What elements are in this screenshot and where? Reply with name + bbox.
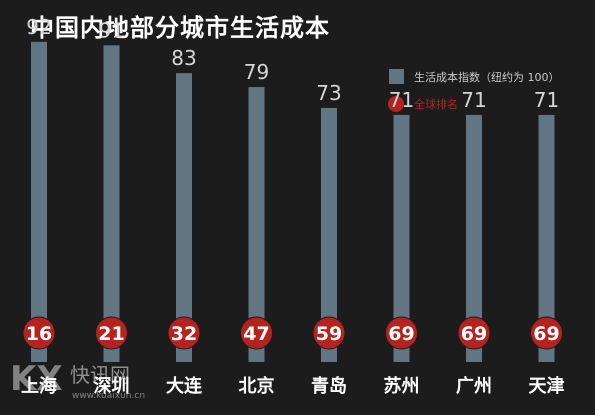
rank-label-7: 69: [533, 323, 559, 345]
x-tick-label-1: 深圳: [94, 375, 130, 397]
bar-1: [103, 45, 120, 362]
value-label-6: 71: [461, 88, 486, 112]
rank-circle-7: [530, 316, 563, 350]
bar-4: [321, 107, 337, 363]
rank-circle-0: [22, 316, 56, 350]
x-tick-label-2: 大连: [166, 375, 203, 397]
rank-circle-5: [385, 316, 418, 350]
x-tick-label-6: 广州: [456, 375, 492, 397]
x-tick-label-0: 上海: [21, 375, 57, 397]
rank-circle-1: [95, 316, 128, 350]
x-tick-label-3: 北京: [239, 375, 275, 397]
bar-7: [538, 114, 555, 362]
rank-markers-group: 16 21 32 47 59 69 69 69: [22, 316, 563, 350]
svg-text:www.kuaixun.cn: www.kuaixun.cn: [72, 391, 145, 401]
legend-label-rank: 全球排名: [414, 97, 458, 111]
value-labels-group: 92 91 83 79 73 71 71 71: [26, 15, 559, 112]
x-tick-label-7: 天津: [529, 375, 565, 397]
rank-circle-6: [457, 316, 491, 350]
rank-label-2: 32: [171, 323, 197, 345]
value-label-0: 92: [26, 15, 51, 39]
bars-group: [31, 41, 555, 363]
bar-2: [176, 73, 192, 362]
chart-legend: 生活成本指数（纽约为 100） 全球排名: [388, 69, 560, 112]
legend-swatch-rank: [388, 96, 404, 112]
kuaixun-logo: KX 快讯网 www.kuaixun.cn: [10, 359, 145, 401]
rank-label-3: 47: [243, 323, 269, 345]
x-axis-labels: 上海 深圳 大连 北京 青岛 苏州 广州 天津: [21, 375, 565, 397]
value-label-3: 79: [244, 60, 269, 84]
value-label-4: 73: [316, 81, 341, 105]
bar-3: [248, 87, 265, 362]
rank-label-0: 16: [26, 323, 52, 345]
value-label-5: 71: [389, 88, 414, 112]
bar-0: [31, 41, 47, 363]
rank-circle-3: [240, 316, 273, 350]
value-label-2: 83: [171, 46, 196, 70]
kuaixun-watermark: KX 快讯网 www.kuaixun.cn: [8, 352, 168, 404]
bar-6: [466, 114, 482, 362]
rank-label-5: 69: [388, 323, 414, 345]
bar-5: [393, 114, 410, 362]
x-tick-label-5: 苏州: [384, 375, 420, 397]
rank-circle-4: [312, 316, 346, 350]
x-tick-label-4: 青岛: [311, 375, 347, 397]
chart-title: 中国内地部分城市生活成本: [30, 14, 330, 42]
rank-label-6: 69: [461, 323, 487, 345]
legend-swatch-cost: [389, 69, 404, 84]
rank-label-4: 59: [316, 323, 342, 345]
rank-label-1: 21: [98, 323, 124, 345]
svg-text:快讯网: 快讯网: [70, 363, 130, 387]
value-label-7: 71: [534, 88, 559, 112]
legend-label-cost: 生活成本指数（纽约为 100）: [414, 70, 560, 84]
svg-text:KX: KX: [10, 359, 63, 399]
value-label-1: 91: [99, 18, 124, 42]
rank-circle-2: [167, 316, 201, 350]
